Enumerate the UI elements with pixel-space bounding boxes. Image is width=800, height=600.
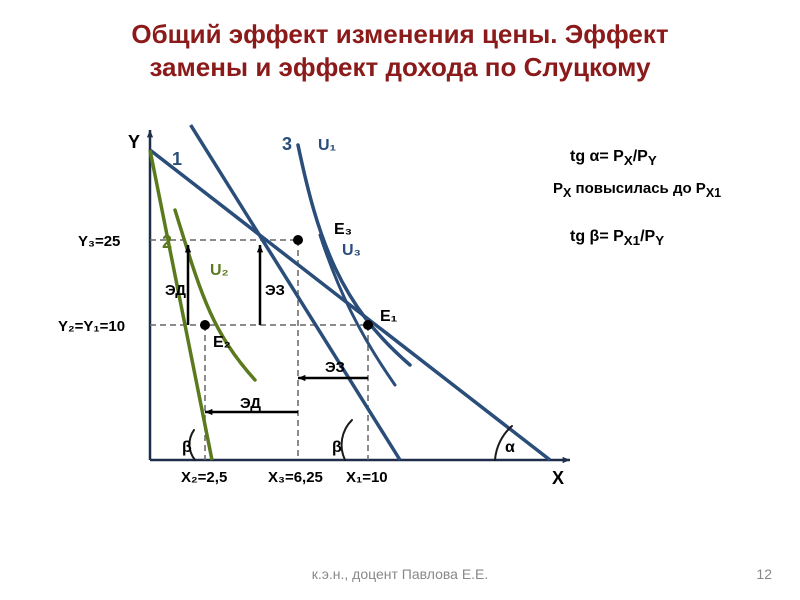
diagram: Y X Y₃=25 Y₂=Y₁=10 X₂=2,5 X₃=6,25 X₁=10 1 2 3 U₁ U₂…: [50, 120, 610, 520]
svg-text:U₂: U₂: [210, 262, 229, 279]
footer: к.э.н., доцент Павлова Е.Е.: [0, 566, 800, 582]
eq-px-increase: PX повысилась до PX1: [553, 180, 721, 200]
svg-text:Y₃=25: Y₃=25: [78, 233, 120, 250]
eq-tg-beta: tg β= PX1/PY: [570, 228, 664, 248]
svg-text:X₂=2,5: X₂=2,5: [181, 469, 227, 486]
svg-text:X₁=10: X₁=10: [346, 469, 388, 486]
title-line2: замены и эффект дохода по Слуцкому: [0, 51, 800, 84]
svg-text:X₃=6,25: X₃=6,25: [268, 469, 323, 486]
svg-text:U₁: U₁: [318, 137, 337, 154]
eq-tg-alpha: tg α= PX/PY: [570, 148, 657, 168]
svg-text:1: 1: [172, 149, 182, 169]
svg-text:ЭЗ: ЭЗ: [325, 359, 345, 376]
svg-text:β: β: [182, 439, 192, 456]
svg-text:U₃: U₃: [342, 242, 361, 259]
svg-text:α: α: [505, 439, 515, 456]
svg-text:ЭД: ЭД: [240, 395, 261, 412]
svg-text:E₃: E₃: [334, 221, 352, 238]
svg-text:E₂: E₂: [213, 334, 231, 351]
svg-text:3: 3: [282, 134, 292, 154]
svg-text:2: 2: [162, 232, 172, 252]
svg-text:X: X: [552, 468, 564, 488]
svg-text:ЭЗ: ЭЗ: [265, 282, 285, 299]
svg-text:E₁: E₁: [380, 308, 398, 325]
page-number: 12: [756, 566, 772, 582]
svg-text:Y₂=Y₁=10: Y₂=Y₁=10: [58, 318, 125, 335]
svg-text:ЭД: ЭД: [165, 282, 186, 299]
title-line1: Общий эффект изменения цены. Эффект: [0, 18, 800, 51]
svg-text:Y: Y: [128, 132, 140, 152]
svg-text:β: β: [332, 439, 342, 456]
